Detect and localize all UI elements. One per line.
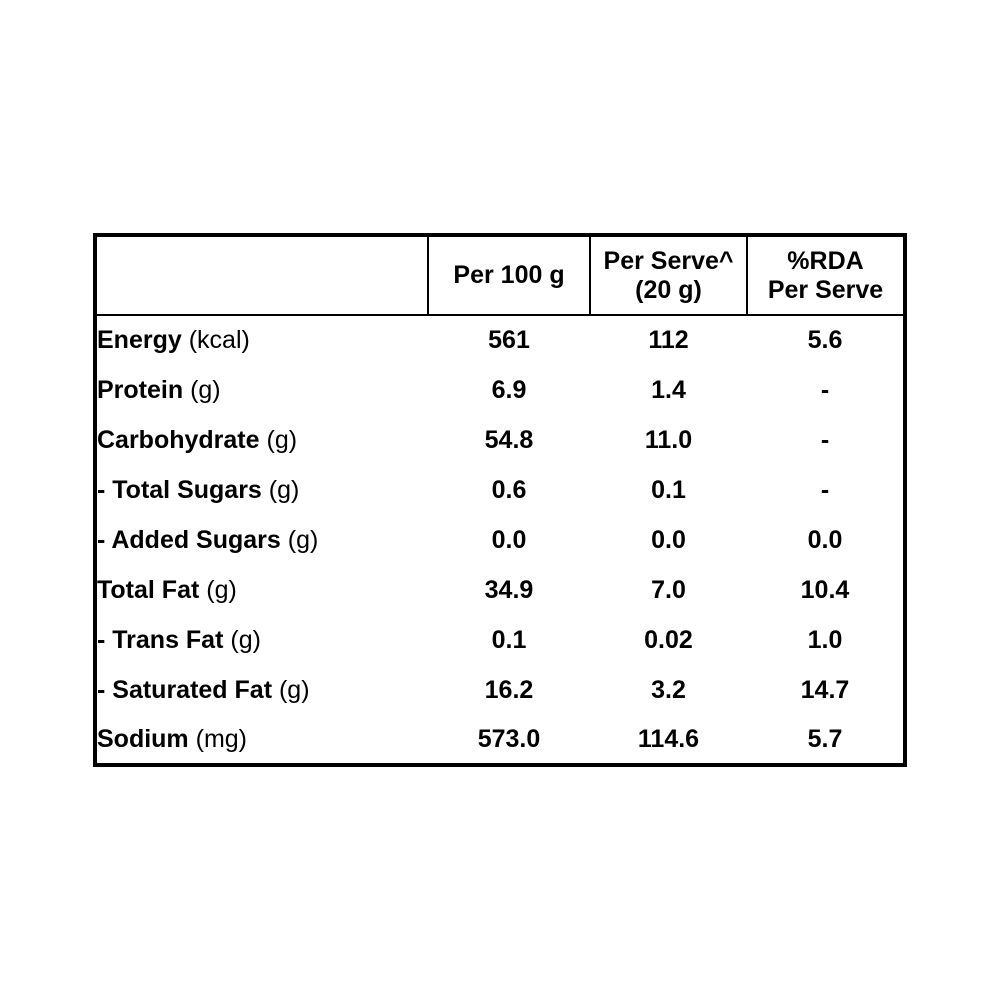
row-label: Energy (kcal)	[95, 315, 428, 365]
column-header-per_serve-line1: Per Serve^	[591, 247, 746, 276]
row-label-name: Energy	[97, 326, 182, 354]
row-label-unit: (g)	[269, 476, 300, 504]
row-label-name: - Trans Fat	[97, 626, 223, 654]
row-label-name: Sodium	[97, 725, 189, 753]
cell-per_100g: 573.0	[428, 715, 590, 765]
nutrition-facts-table: Per 100 gPer Serve^(20 g)%RDAPer Serve E…	[93, 233, 907, 767]
table-row: Protein (g)6.91.4-	[95, 365, 905, 415]
cell-per_100g: 0.1	[428, 615, 590, 665]
row-label: - Saturated Fat (g)	[95, 665, 428, 715]
row-label-unit: (g)	[190, 376, 221, 404]
row-label-unit: (g)	[267, 426, 298, 454]
column-header-per_100g-line1: Per 100 g	[429, 261, 589, 290]
cell-rda: 14.7	[747, 665, 905, 715]
cell-per_100g: 16.2	[428, 665, 590, 715]
table-row: - Saturated Fat (g)16.23.214.7	[95, 665, 905, 715]
row-label-name: - Added Sugars	[97, 526, 281, 554]
row-label: - Trans Fat (g)	[95, 615, 428, 665]
cell-per_serve: 7.0	[590, 565, 747, 615]
row-label-unit: (g)	[279, 676, 310, 704]
table-row: Energy (kcal)5611125.6	[95, 315, 905, 365]
cell-rda: -	[747, 465, 905, 515]
row-label-unit: (g)	[288, 526, 319, 554]
cell-rda: 10.4	[747, 565, 905, 615]
cell-rda: 5.7	[747, 715, 905, 765]
row-label-name: Carbohydrate	[97, 426, 260, 454]
table-header-row: Per 100 gPer Serve^(20 g)%RDAPer Serve	[95, 235, 905, 315]
row-label-unit: (g)	[230, 626, 261, 654]
table-row: Carbohydrate (g)54.811.0-	[95, 415, 905, 465]
table-row: Sodium (mg)573.0114.65.7	[95, 715, 905, 765]
cell-per_100g: 0.6	[428, 465, 590, 515]
column-header-rda-line2: Per Serve	[748, 276, 903, 305]
cell-per_100g: 6.9	[428, 365, 590, 415]
cell-per_serve: 114.6	[590, 715, 747, 765]
cell-per_serve: 3.2	[590, 665, 747, 715]
column-header-per_serve-line2: (20 g)	[591, 276, 746, 305]
table-row: Total Fat (g)34.97.010.4	[95, 565, 905, 615]
column-header-rda: %RDAPer Serve	[747, 235, 905, 315]
cell-per_serve: 1.4	[590, 365, 747, 415]
cell-per_100g: 0.0	[428, 515, 590, 565]
cell-rda: 0.0	[747, 515, 905, 565]
table-row: - Added Sugars (g)0.00.00.0	[95, 515, 905, 565]
cell-per_serve: 0.02	[590, 615, 747, 665]
cell-per_serve: 112	[590, 315, 747, 365]
column-header-label	[95, 235, 428, 315]
row-label: Total Fat (g)	[95, 565, 428, 615]
row-label-unit: (kcal)	[189, 326, 250, 354]
column-header-rda-line1: %RDA	[748, 247, 903, 276]
row-label-name: - Saturated Fat	[97, 676, 272, 704]
column-header-per_100g: Per 100 g	[428, 235, 590, 315]
cell-rda: 1.0	[747, 615, 905, 665]
cell-per_100g: 34.9	[428, 565, 590, 615]
cell-per_serve: 11.0	[590, 415, 747, 465]
row-label: - Total Sugars (g)	[95, 465, 428, 515]
cell-per_100g: 561	[428, 315, 590, 365]
row-label: Sodium (mg)	[95, 715, 428, 765]
cell-per_100g: 54.8	[428, 415, 590, 465]
cell-rda: -	[747, 365, 905, 415]
row-label-unit: (mg)	[196, 725, 247, 753]
table-row: - Total Sugars (g)0.60.1-	[95, 465, 905, 515]
cell-rda: -	[747, 415, 905, 465]
cell-per_serve: 0.1	[590, 465, 747, 515]
column-header-per_serve: Per Serve^(20 g)	[590, 235, 747, 315]
row-label: Protein (g)	[95, 365, 428, 415]
row-label-name: - Total Sugars	[97, 476, 262, 504]
row-label-name: Total Fat	[97, 576, 199, 604]
row-label: - Added Sugars (g)	[95, 515, 428, 565]
table-row: - Trans Fat (g)0.10.021.0	[95, 615, 905, 665]
row-label-name: Protein	[97, 376, 183, 404]
row-label: Carbohydrate (g)	[95, 415, 428, 465]
cell-rda: 5.6	[747, 315, 905, 365]
row-label-unit: (g)	[206, 576, 237, 604]
cell-per_serve: 0.0	[590, 515, 747, 565]
